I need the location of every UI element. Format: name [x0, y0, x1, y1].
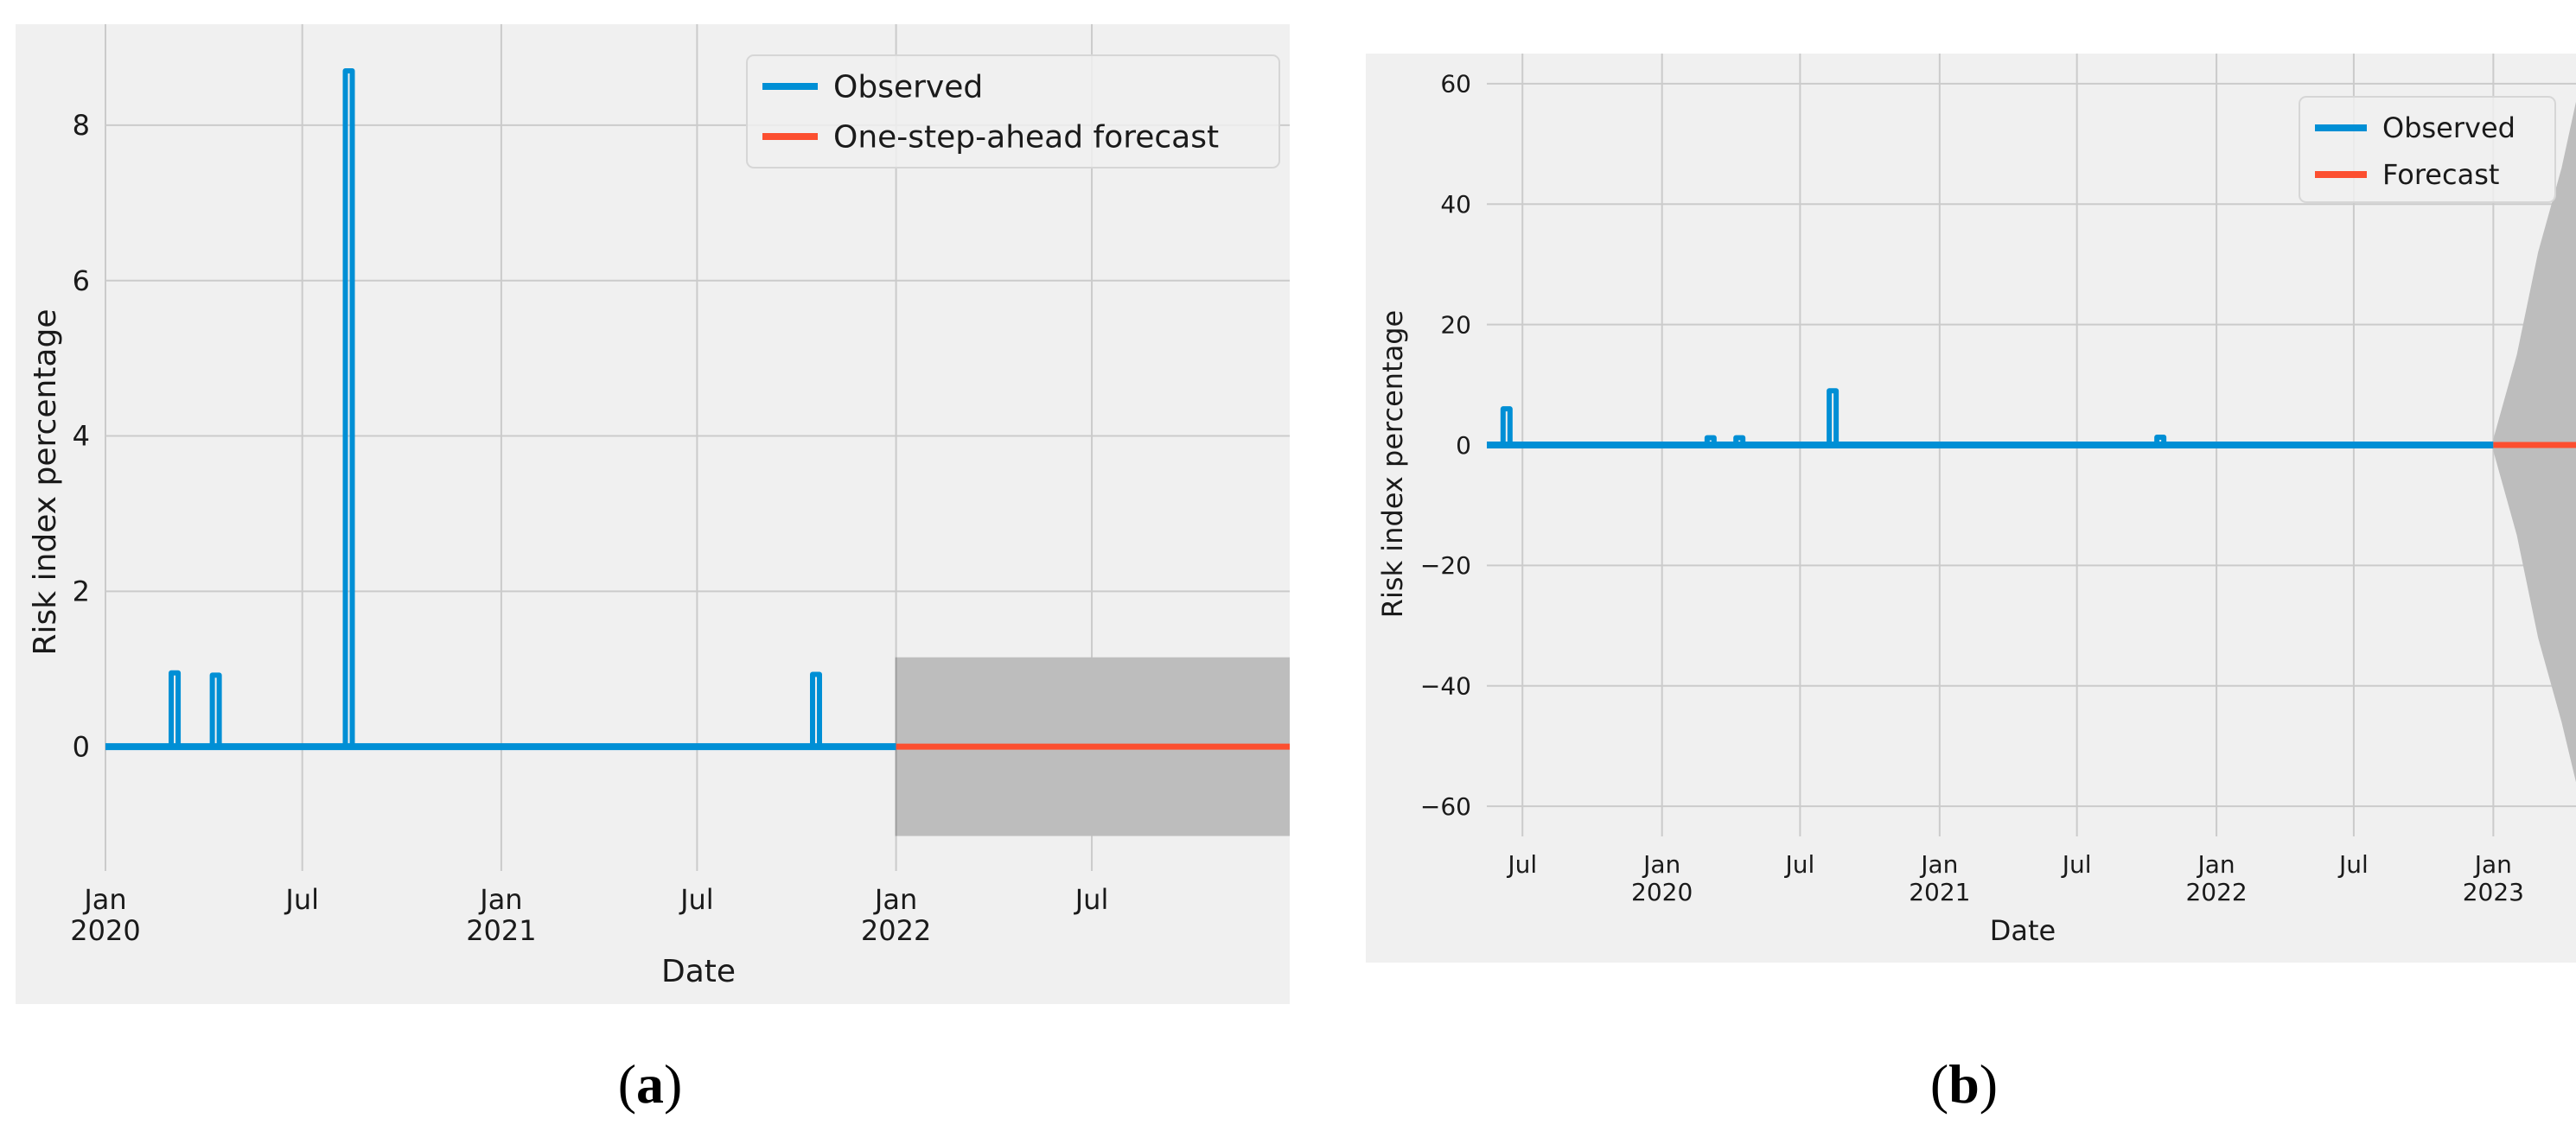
y-tick-label: 6	[73, 264, 90, 297]
caption-a: (a)	[618, 1053, 683, 1115]
x-tick-label: Jan	[1919, 850, 1958, 879]
x-tick-label: Jan	[873, 883, 917, 916]
observed-spike	[1704, 435, 1717, 448]
legend-label: Observed	[833, 70, 983, 105]
observed-spike	[1733, 435, 1746, 448]
x-tick-year-label: 2021	[466, 914, 536, 947]
x-tick-year-label: 2020	[70, 914, 140, 947]
panel-a-series	[105, 67, 1290, 751]
panel-a-background	[16, 24, 1290, 1004]
x-tick-year-label: 2023	[2463, 878, 2524, 906]
x-tick-label: Jul	[2337, 850, 2369, 879]
observed-spike	[1827, 388, 1840, 448]
panel-a-legend: Observed One-step-ahead forecast	[746, 54, 1280, 168]
panel-a-y-axis-label: Risk index percentage	[28, 309, 63, 656]
panel-b-y-axis-label: Risk index percentage	[1376, 310, 1409, 618]
y-tick-label: −60	[1420, 792, 1471, 821]
x-tick-label: Jul	[284, 883, 319, 916]
legend-label: Observed	[2382, 111, 2515, 144]
y-tick-label: 60	[1440, 70, 1471, 99]
observed-spike	[810, 671, 822, 750]
y-tick-label: −20	[1420, 551, 1471, 580]
legend-label: One-step-ahead forecast	[833, 120, 1219, 156]
panel-b-series	[1487, 388, 2576, 448]
x-tick-label: Jul	[1506, 850, 1537, 879]
y-tick-label: 4	[73, 420, 90, 453]
x-tick-year-label: 2022	[2185, 878, 2247, 906]
y-tick-label: 0	[1456, 431, 1471, 460]
panel-b-background	[1366, 54, 2576, 963]
panel-a-y-ticks: 0 2 4 6 8	[73, 109, 90, 763]
caption-b: (b)	[1930, 1053, 1998, 1115]
x-tick-year-label: 2021	[1909, 878, 1970, 906]
x-tick-label: Jul	[1074, 883, 1109, 916]
y-tick-label: 0	[73, 730, 90, 763]
x-tick-label: Jul	[679, 883, 714, 916]
x-tick-label: Jan	[82, 883, 126, 916]
panel-b-y-ticks: −60 −40 −20 0 20 40 60	[1420, 70, 1471, 821]
observed-spike	[209, 672, 222, 750]
observed-spike	[1500, 406, 1513, 448]
y-tick-label: 2	[73, 575, 90, 608]
y-tick-label: −40	[1420, 672, 1471, 701]
y-tick-label: 8	[73, 109, 90, 142]
caption-a-letter: a	[636, 1053, 664, 1115]
x-tick-label: Jul	[2061, 850, 2092, 879]
y-tick-label: 20	[1440, 310, 1471, 339]
observed-spike	[2154, 434, 2167, 448]
observed-spike	[169, 670, 182, 750]
x-tick-label: Jan	[2197, 850, 2235, 879]
panel-a-x-axis-label: Date	[661, 954, 736, 989]
x-tick-year-label: 2020	[1631, 878, 1693, 906]
x-tick-year-label: 2022	[861, 914, 931, 947]
caption-b-letter: b	[1948, 1053, 1980, 1115]
x-tick-label: Jul	[1783, 850, 1814, 879]
panel-b-legend: Observed Forecast	[2299, 96, 2556, 203]
x-tick-label: Jan	[478, 883, 522, 916]
y-tick-label: 40	[1440, 190, 1471, 219]
panel-b-x-axis-label: Date	[1990, 914, 2056, 947]
legend-box	[746, 54, 1280, 168]
x-tick-label: Jan	[2473, 850, 2512, 879]
observed-spike	[342, 67, 355, 750]
x-tick-label: Jan	[1642, 850, 1680, 879]
legend-label: Forecast	[2382, 158, 2499, 191]
